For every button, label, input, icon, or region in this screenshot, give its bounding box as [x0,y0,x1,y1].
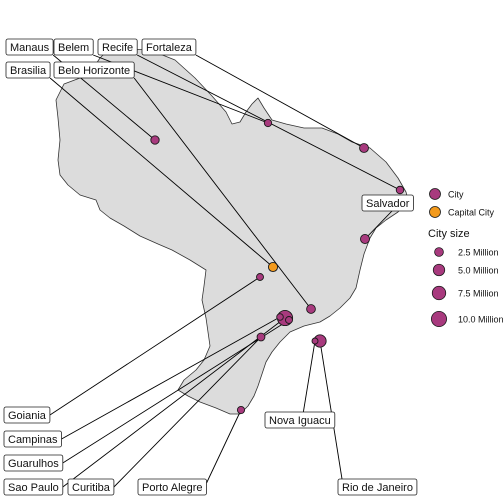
legend-color-key: City Capital City [429,188,495,218]
leader-line-goiania [49,276,261,416]
city-label-rio-de-janeiro: Rio de Janeiro [337,478,418,496]
city-label-box [53,61,135,79]
legend-size-swatch [434,247,444,257]
city-label-box [5,61,51,79]
city-label-belem: Belem [53,38,94,56]
city-point-fortaleza [359,143,369,153]
city-label-text: Nova Iguacu [269,415,331,427]
city-label-box [141,38,197,56]
legend-color-label: City [448,190,464,200]
city-label-text: Manaus [10,42,50,54]
legend-size-label: 10.0 Million [458,315,504,325]
city-point-porto-alegre [236,405,246,415]
city-label-porto-alegre: Porto Alegre [137,478,207,496]
city-label-goiania: Goiania [3,406,51,424]
city-label-box [264,411,336,429]
city-point-salvador [360,234,370,244]
city-labels: Manaus Belem Recife Fortaleza Brasilia Belo H… [3,38,418,496]
legend-color-label: Capital City [448,208,495,218]
city-label-box [361,194,414,212]
brazil-outline [55,47,409,415]
legend-size-swatch [432,263,446,277]
city-label-text: Porto Alegre [142,482,203,494]
city-label-brasilia: Brasilia [5,61,51,79]
legend-size-label: 7.5 Million [458,289,499,299]
city-label-text: Brasilia [10,65,47,77]
city-point-goiania [256,273,264,281]
city-label-box [5,38,54,56]
city-label-text: Belo Horizonte [58,65,130,77]
leader-line-sao-paulo [62,317,286,488]
city-point-campinas [276,313,284,321]
city-label-box [3,406,51,424]
city-label-text: Rio de Janeiro [342,482,413,494]
city-label-box [67,478,115,496]
leader-line-nova-iguacu [302,340,316,413]
city-label-text: Campinas [8,434,58,446]
city-label-box [3,430,62,448]
city-label-box [97,38,138,56]
city-label-manaus: Manaus [5,38,54,56]
city-label-box [3,454,64,472]
city-label-guarulhos: Guarulhos [3,454,64,472]
leader-line-brasilia [49,77,274,268]
city-points [150,118,405,415]
leader-lines [49,54,408,488]
leader-line-fortaleza [195,54,365,149]
city-label-box [337,478,418,496]
city-label-text: Fortaleza [146,42,193,54]
leader-line-campinas [61,316,281,440]
city-point-recife [395,185,405,195]
city-label-sao-paulo: Sao Paulo [3,478,64,496]
city-label-salvador: Salvador [361,194,414,212]
city-point-guarulhos [285,316,293,324]
city-point-curitiba [256,332,266,342]
leader-line-rio-de-janeiro [319,340,343,480]
legend-size-key: 2.5 Million 5.0 Million 7.5 Million 10.0 Mi… [430,247,504,327]
city-label-recife: Recife [97,38,138,56]
city-label-text: Sao Paulo [8,482,59,494]
leader-line-curitiba [113,336,262,488]
map-land-layer [55,47,409,415]
city-point-belo-horizonte [306,304,316,314]
city-point-nova-iguacu [311,337,319,345]
city-label-belo-horizonte: Belo Horizonte [53,61,135,79]
city-point-brasilia [267,261,279,273]
legend-size-label: 2.5 Million [458,248,499,258]
city-label-text: Salvador [366,198,410,210]
city-point-manaus [150,135,160,145]
city-label-text: Curitiba [72,482,111,494]
city-label-text: Recife [102,42,133,54]
city-point-belem [263,118,273,128]
legend-size-label: 5.0 Million [458,266,499,276]
city-label-box [3,478,64,496]
leader-line-porto-alegre [206,409,242,484]
city-label-text: Belem [58,42,89,54]
city-label-campinas: Campinas [3,430,62,448]
city-label-curitiba: Curitiba [67,478,115,496]
legend-color-swatch [429,206,441,218]
city-label-text: Guarulhos [8,458,59,470]
city-label-nova-iguacu: Nova Iguacu [264,411,336,429]
legend-color-swatch [429,188,441,200]
city-label-box [137,478,207,496]
leader-line-belo-horizonte [133,77,312,310]
legend-size-swatch [430,310,447,327]
legend-size-swatch [431,285,447,301]
legend: City Capital City City size 2.5 Million 5.… [428,188,504,327]
city-label-text: Goiania [8,410,47,422]
city-label-box [53,38,94,56]
legend-size-title: City size [428,228,470,240]
city-label-fortaleza: Fortaleza [141,38,197,56]
